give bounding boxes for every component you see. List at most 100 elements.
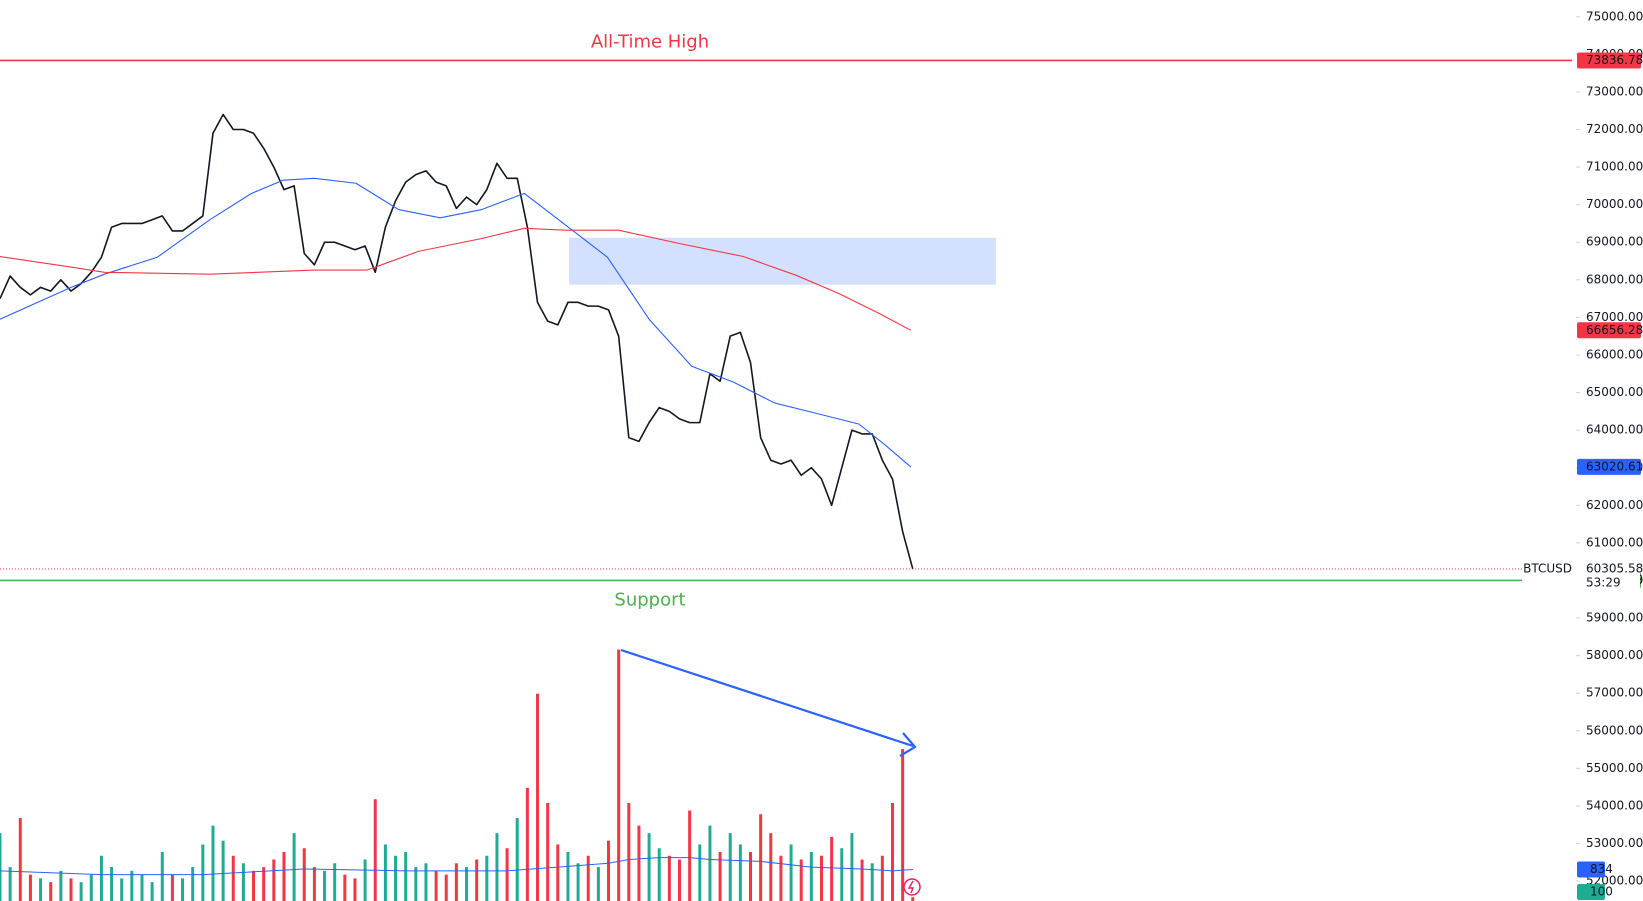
price-label-box (1577, 458, 1641, 475)
volume-bar (28, 874, 32, 901)
volume-bar (779, 855, 783, 901)
volume-bar (870, 863, 874, 901)
price-line (0, 113, 914, 570)
volume-bar (444, 874, 448, 901)
line-layer (0, 59, 1572, 582)
volume-bar (911, 897, 915, 901)
volume-bar (221, 840, 225, 901)
volume-layer (0, 649, 915, 901)
y-tick-label: 61000.00 (1586, 535, 1643, 549)
price-label-box (1577, 322, 1641, 339)
volume-bar (688, 810, 692, 901)
y-tick-label: 66000.00 (1586, 347, 1643, 361)
price-label: 63020.61 (1586, 459, 1643, 473)
volume-bar (110, 867, 114, 901)
volume-bar (698, 844, 702, 901)
volume-bar (120, 878, 124, 901)
price-label: 66656.28 (1586, 323, 1643, 337)
volume-bar (809, 851, 813, 901)
axis-layer: 75000.0074000.0073000.0072000.0071000.00… (1576, 9, 1643, 888)
price-zone (568, 237, 996, 285)
y-tick-label: 59000.00 (1586, 611, 1643, 625)
volume-bar (617, 649, 621, 901)
volume-bar (292, 833, 296, 901)
zone-layer (568, 237, 996, 285)
volume-bar (89, 874, 93, 901)
volume-bar (241, 863, 245, 901)
volume-bar (424, 863, 428, 901)
y-tick-label: 65000.00 (1586, 385, 1643, 399)
volume-bar (799, 859, 803, 901)
arrow-shaft (620, 648, 914, 748)
countdown-label: 53:29 (1586, 575, 1621, 589)
volume-bar (8, 867, 12, 901)
label-layer: All-Time High73836.78Support60000.456302… (591, 31, 1643, 900)
volume-bar (302, 848, 306, 901)
volume-bar (596, 867, 600, 901)
volume-bar (373, 799, 377, 901)
volume-bar (262, 867, 266, 901)
alert-icon[interactable] (903, 878, 921, 896)
volume-bar (576, 863, 580, 901)
volume-ma-label: 834 (1590, 862, 1613, 876)
volume-bar (566, 851, 570, 901)
volume-bar (383, 844, 387, 901)
volume-bar (901, 749, 905, 901)
y-tick-label: 64000.00 (1586, 423, 1643, 437)
price-label-box (1577, 52, 1641, 69)
volume-bar (586, 855, 590, 901)
y-tick-label: 58000.00 (1586, 648, 1643, 662)
volume-bar (607, 840, 611, 901)
volume-bar (79, 882, 83, 901)
y-tick-label: 69000.00 (1586, 235, 1643, 249)
volume-bar (201, 844, 205, 901)
volume-bar (39, 878, 43, 901)
y-tick-label: 54000.00 (1586, 798, 1643, 812)
volume-bar (728, 833, 732, 901)
volume-ma-label-box (1577, 861, 1605, 878)
volume-bar (546, 802, 550, 901)
y-tick-label: 68000.00 (1586, 272, 1643, 286)
y-tick-label: 71000.00 (1586, 160, 1643, 174)
volume-bar (130, 870, 134, 901)
volume-bar (343, 874, 347, 901)
volume-bar (738, 844, 742, 901)
y-tick-label: 55000.00 (1586, 761, 1643, 775)
volume-bar (880, 855, 884, 901)
volume-bar (708, 825, 712, 901)
volume-bar (231, 855, 235, 901)
volume-bar (404, 851, 408, 901)
volume-bar (0, 833, 2, 901)
volume-bar (394, 855, 398, 901)
volume-bar (181, 878, 185, 901)
current-price-label: 60305.58 (1586, 561, 1643, 575)
alert-icon-bolt (907, 880, 915, 894)
volume-bar (819, 855, 823, 901)
volume-bar (211, 825, 215, 901)
volume-bar (475, 859, 479, 901)
volume-bar (830, 836, 834, 901)
y-tick-label: 56000.00 (1586, 723, 1643, 737)
volume-bar (312, 867, 316, 901)
volume-bar (495, 833, 499, 901)
volume-bar (505, 848, 509, 901)
volume-bar (769, 833, 773, 901)
volume-bar (49, 882, 53, 901)
trend-arrow (620, 648, 917, 757)
volume-bar (465, 867, 469, 901)
volume-bar (434, 870, 438, 901)
volume-bar (282, 851, 286, 901)
volume-label-box (1577, 884, 1605, 900)
volume-bar (647, 833, 651, 901)
volume-bar (333, 863, 337, 901)
volume-bar (789, 844, 793, 901)
volume-bar (363, 859, 367, 901)
volume-bar (454, 863, 458, 901)
y-tick-label: 75000.00 (1586, 9, 1643, 23)
volume-label: 100 (1590, 885, 1613, 899)
volume-bar (59, 870, 63, 901)
volume-bar (140, 874, 144, 901)
volume-bar (272, 859, 276, 901)
moving-average-line (0, 227, 912, 331)
